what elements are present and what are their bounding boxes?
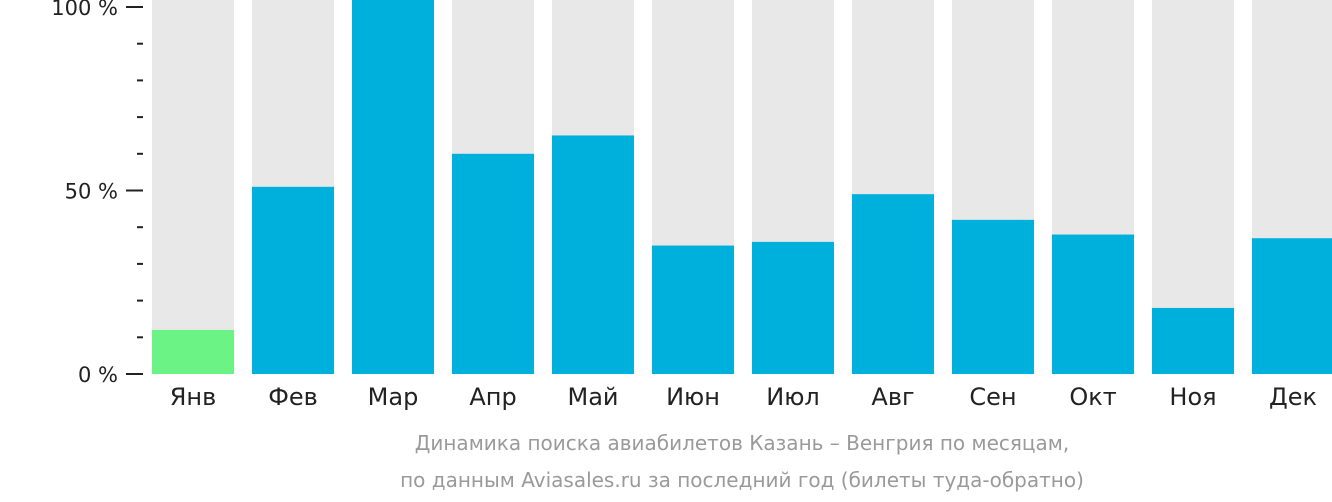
- bar: [752, 241, 834, 374]
- y-tick-label: 50 %: [65, 180, 118, 204]
- bar: [1252, 238, 1332, 374]
- caption-line-2: по данным Aviasales.ru за последний год …: [400, 468, 1084, 492]
- bar: [552, 135, 634, 374]
- y-axis: 100 % 50 % 0 %: [51, 0, 143, 387]
- bars: [152, 0, 1332, 374]
- x-tick-label: Июн: [666, 383, 720, 411]
- x-tick-label: Авг: [871, 383, 914, 411]
- caption-line-1: Динамика поиска авиабилетов Казань – Вен…: [415, 431, 1070, 455]
- x-tick-label: Фев: [268, 383, 318, 411]
- x-tick-label: Окт: [1069, 383, 1116, 411]
- bar: [252, 186, 334, 374]
- bar: [1152, 307, 1234, 374]
- x-tick-label: Янв: [170, 383, 217, 411]
- x-tick-label: Май: [567, 383, 618, 411]
- x-tick-label: Мар: [368, 383, 419, 411]
- y-tick-label: 100 %: [51, 0, 118, 20]
- x-tick-label: Апр: [469, 383, 516, 411]
- x-axis-labels: Янв Фев Мар Апр Май Июн Июл Авг Сен Окт Ноя Дек: [170, 383, 1317, 411]
- bar: [352, 0, 434, 374]
- x-tick-label: Сен: [969, 383, 1016, 411]
- bar: [652, 245, 734, 374]
- x-tick-label: Дек: [1269, 383, 1317, 411]
- x-tick-label: Июл: [766, 383, 820, 411]
- bar: [852, 194, 934, 374]
- bar: [152, 329, 234, 374]
- x-tick-label: Ноя: [1169, 383, 1216, 411]
- bar: [1052, 234, 1134, 374]
- bar: [452, 153, 534, 374]
- y-tick-label: 0 %: [78, 363, 118, 387]
- bar-background: [152, 0, 234, 374]
- bar: [952, 219, 1034, 374]
